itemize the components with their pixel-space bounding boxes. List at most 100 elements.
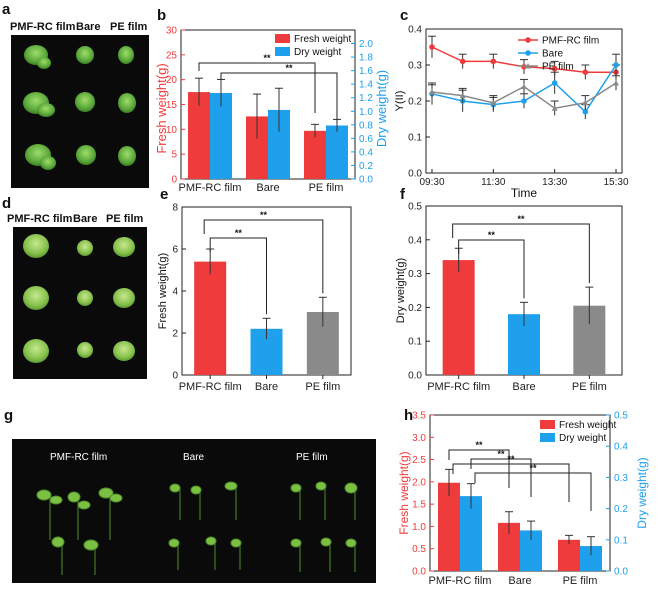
chart-b-y2tick-label: 2.0 (359, 39, 373, 50)
panel-b-letter: b (157, 7, 166, 24)
chart-c-xtick-label: 11:30 (481, 177, 506, 188)
chart-c-point (551, 80, 558, 86)
chart-b-legend-swatch-dry (275, 47, 290, 56)
chart-b-y2tick-label: 0.4 (359, 147, 373, 158)
panel-g-plants (36, 481, 358, 575)
panel-g-label-pmf: PMF-RC film (50, 452, 107, 463)
chart-e-sig-label: ** (235, 228, 243, 238)
chart-c-point (613, 62, 619, 68)
chart-c-legend-label: PE film (542, 62, 574, 73)
chart-c-xtick-label: 09:30 (419, 177, 444, 188)
chart-h-sig-label: ** (507, 454, 515, 464)
panel-d-letter: d (2, 195, 11, 212)
chart-h-ytick-label: 3.5 (412, 411, 426, 422)
chart-b-y2tick-label: 1.4 (359, 80, 373, 91)
chart-e-ytick-label: 4 (172, 287, 178, 298)
chart-h-legend-fresh: Fresh weight (559, 420, 616, 431)
chart-f-sig-bracket (452, 223, 590, 284)
panel-g-letter: g (4, 407, 13, 424)
chart-e-ytick-label: 6 (172, 245, 178, 256)
chart-f: f PMF-RC film Bare PE film 0.0 0.1 0.2 0.3 0.4 0.… (395, 186, 623, 393)
chart-h-sig-bracket (470, 458, 532, 497)
chart-b-legend-swatch-fresh (275, 34, 290, 43)
chart-h-y2tick-label: 0.2 (614, 504, 628, 515)
chart-h-legend-swatch-dry (540, 433, 555, 442)
chart-b-bar-fresh (304, 130, 326, 179)
chart-c-xlabel: Time (511, 186, 538, 200)
chart-f-xtick-label: Bare (512, 381, 535, 393)
chart-b-y2tick-label: 0.0 (359, 175, 373, 186)
chart-h-bar-dry (460, 496, 482, 571)
panel-c-letter: c (400, 7, 408, 24)
chart-h-ytick-label: 2.5 (412, 455, 426, 466)
panel-a-label-pmf: PMF-RC film (10, 21, 76, 33)
chart-c-point (521, 98, 527, 104)
chart-c-point (429, 89, 435, 95)
chart-h-sig-label: ** (529, 463, 537, 473)
chart-h-bar-dry (580, 546, 602, 571)
chart-c-legend-marker (525, 37, 531, 43)
chart-f-ytick-label: 0.1 (408, 337, 422, 348)
panel-f-letter: f (400, 186, 406, 203)
panel-d-label-bare: Bare (73, 213, 97, 225)
chart-b-ytick-label: 5 (171, 150, 177, 161)
chart-c-ytick-label: 0.2 (408, 97, 422, 108)
chart-h-y2tick-label: 0.4 (614, 442, 628, 453)
chart-e: e PMF-RC film Bare PE film 0 2 4 6 8 Fresh weight… (157, 186, 352, 393)
chart-b-y2tick-label: 0.6 (359, 134, 373, 145)
chart-c-ytick-label: 0.0 (408, 169, 422, 180)
chart-c-legend-marker (525, 63, 531, 69)
chart-b-y2tick-label: 1.2 (359, 93, 373, 104)
chart-h-bar-dry (520, 530, 542, 571)
chart-h-legend-dry: Dry weight (559, 433, 606, 444)
chart-h-ylabel: Fresh weight(g) (397, 451, 411, 534)
chart-e-xtick-label: PE film (305, 381, 340, 393)
chart-h-bar-fresh (438, 482, 460, 571)
chart-b-xtick-label: PMF-RC film (179, 182, 242, 194)
chart-e-ylabel: Fresh weight(g) (157, 253, 169, 329)
chart-h-sig-bracket (474, 472, 592, 511)
chart-h-ytick-label: 0.0 (412, 567, 426, 578)
chart-f-ytick-label: 0.3 (408, 269, 422, 280)
chart-h: h PMF-RC film Bare PE film 0.0 0.5 1.0 1.5 2.0 2.… (397, 407, 649, 587)
chart-c-ytick-label: 0.4 (408, 25, 422, 36)
chart-c-point (459, 92, 466, 99)
chart-b-legend-fresh: Fresh weight (294, 34, 351, 45)
chart-c-xtick-label: 15:30 (603, 177, 628, 188)
chart-b: b PMF-RC film Bare PE film 0 5 10 15 20 25 30 0.0 0.… (154, 7, 389, 194)
chart-f-ytick-label: 0.0 (408, 371, 422, 382)
chart-h-sig-bracket (448, 449, 510, 488)
panel-e-letter: e (160, 186, 168, 203)
chart-e-ytick-label: 8 (172, 203, 178, 214)
chart-c-ylabel: Y(II) (394, 91, 406, 112)
chart-e-sig-bracket (203, 219, 324, 294)
chart-h-xtick-label: Bare (508, 575, 531, 587)
panel-a: a PMF-RC film Bare PE film (2, 1, 149, 188)
chart-b-ytick-label: 25 (166, 50, 178, 61)
chart-c-point (521, 83, 527, 90)
chart-h-sig-bracket (452, 463, 570, 502)
chart-c-legend-label: Bare (542, 49, 564, 60)
chart-c: c 0.0 0.1 0.2 0.3 0.4 09:30 11:30 13:30 15:30 Time… (394, 7, 629, 200)
chart-f-bar (442, 260, 475, 375)
chart-f-ytick-label: 0.4 (408, 235, 422, 246)
chart-h-bar-fresh (558, 539, 580, 571)
chart-h-ytick-label: 1.5 (412, 500, 426, 511)
chart-c-xtick-label: 13:30 (542, 177, 567, 188)
chart-f-sig-label: ** (517, 214, 525, 224)
chart-b-ytick-label: 0 (171, 175, 177, 186)
chart-e-bar (194, 261, 227, 375)
chart-f-ytick-label: 0.2 (408, 303, 422, 314)
chart-c-ytick-label: 0.3 (408, 61, 422, 72)
chart-h-ytick-label: 2.0 (412, 477, 426, 488)
chart-b-sig-bracket (198, 62, 316, 113)
chart-b-sig-label: ** (285, 63, 293, 73)
chart-c-point (613, 80, 619, 86)
panel-d-label-pmf: PMF-RC film (7, 213, 73, 225)
chart-c-ytick-label: 0.1 (408, 133, 422, 144)
chart-h-y2tick-label: 0.3 (614, 473, 628, 484)
chart-b-xtick-label: Bare (256, 182, 279, 194)
chart-f-ytick-label: 0.5 (408, 202, 422, 213)
chart-h-ytick-label: 1.0 (412, 522, 426, 533)
